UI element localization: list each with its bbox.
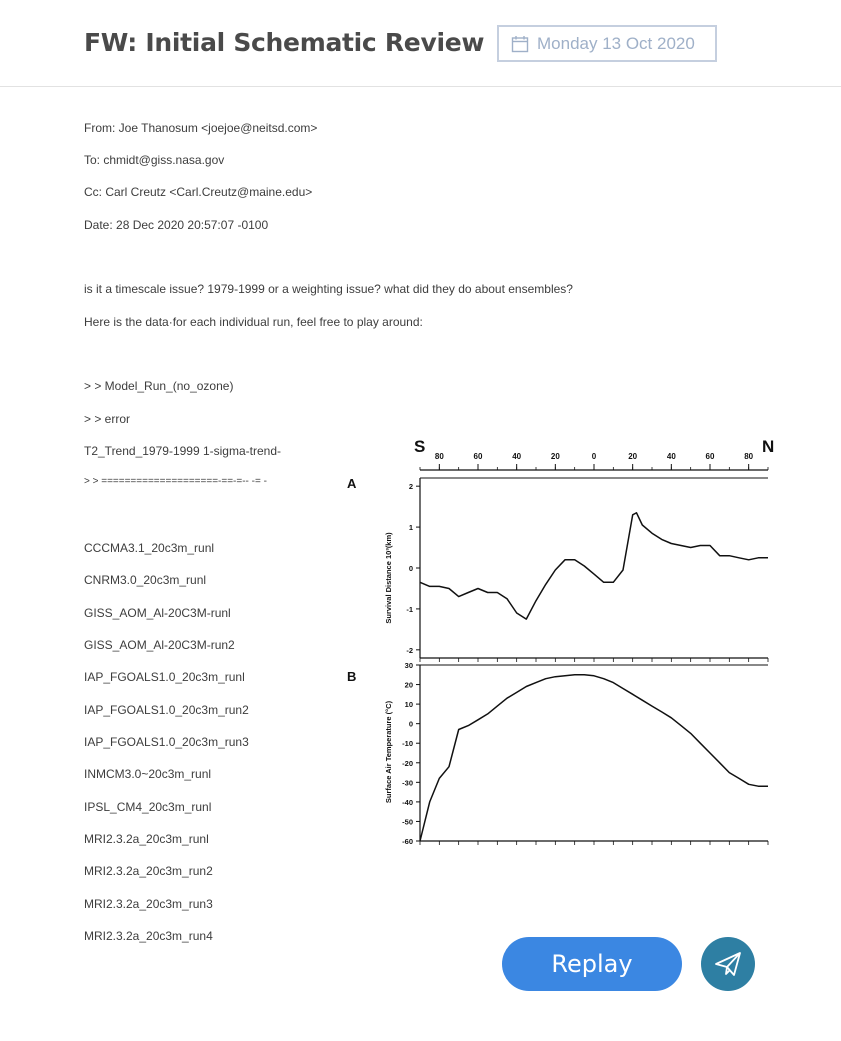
run-item: CNRM3.0_20c3m_runl xyxy=(84,573,207,587)
lat-tick-label: 0 xyxy=(592,452,597,461)
run-item: IAP_FGOALS1.0_20c3m_run3 xyxy=(84,735,249,749)
replay-button[interactable]: Replay xyxy=(502,937,682,991)
lat-tick-label: 40 xyxy=(512,452,521,461)
lat-tick-label: 40 xyxy=(667,452,676,461)
date-field[interactable]: Monday 13 Oct 2020 xyxy=(497,25,717,62)
lat-tick-label: 20 xyxy=(551,452,560,461)
run-item: MRI2.3.2a_20c3m_run2 xyxy=(84,864,213,878)
body-line: is it a timescale issue? 1979-1999 or a … xyxy=(84,282,573,296)
panel-b-y-tick-label: 0 xyxy=(409,720,413,729)
panel-b-y-tick-label: -20 xyxy=(402,759,413,768)
panel-b-label: B xyxy=(347,669,356,684)
panel-b-y-tick-label: 20 xyxy=(405,681,413,690)
body-line: > > error xyxy=(84,412,131,426)
run-item: GISS_AOM_Al-20C3M-run2 xyxy=(84,638,235,652)
email-to: To: chmidt@giss.nasa.gov xyxy=(84,153,225,167)
panel-a-series-line xyxy=(419,512,768,620)
panel-b-y-tick-label: -40 xyxy=(402,798,413,807)
panel-a-y-tick-label: 0 xyxy=(409,564,413,573)
run-item: CCCMA3.1_20c3m_runl xyxy=(84,541,215,555)
body-line: T2_Trend_1979-1999 1-sigma-trend- xyxy=(84,444,281,458)
panel-a-y-tick-label: 1 xyxy=(409,523,413,532)
body-line: > > ====================-==-=-- -= - xyxy=(84,476,267,487)
body-line: Here is the data·for each individual run… xyxy=(84,315,423,329)
panel-a-y-tick-label: -1 xyxy=(406,605,413,614)
panel-b-ylabel: Surface Air Temperature (°C) xyxy=(384,700,393,803)
paper-plane-icon xyxy=(715,952,741,976)
panel-a-ylabel: Survival Distance 10³(km) xyxy=(384,532,393,624)
panel-b-y-tick-label: -60 xyxy=(402,837,413,846)
panel-a-y-tick-label: 2 xyxy=(409,482,413,491)
send-button[interactable] xyxy=(701,937,755,991)
lat-tick-label: 60 xyxy=(474,452,483,461)
calendar-icon xyxy=(511,35,529,52)
lat-tick-label: 80 xyxy=(435,452,444,461)
label-north: N xyxy=(762,437,774,456)
email-date: Date: 28 Dec 2020 20:57:07 -0100 xyxy=(84,218,269,232)
email-cc: Cc: Carl Creutz <Carl.Creutz@maine.edu> xyxy=(84,185,313,199)
email-subject-title: FW: Initial Schematic Review xyxy=(84,28,485,57)
label-south: S xyxy=(414,437,425,456)
run-item: MRI2.3.2a_20c3m_runl xyxy=(84,832,209,846)
run-item: IAP_FGOALS1.0_20c3m_run2 xyxy=(84,703,249,717)
scanned-figure: S N A B Survival Distance 10³(km) Surfac… xyxy=(347,437,774,846)
panel-b-y-tick-label: 30 xyxy=(405,661,413,670)
date-value: Monday 13 Oct 2020 xyxy=(537,33,695,53)
body-line: > > Model_Run_(no_ozone) xyxy=(84,379,234,393)
lat-tick-label: 80 xyxy=(744,452,753,461)
email-header: FW: Initial Schematic Review Monday 13 O… xyxy=(0,0,841,87)
run-item: MRI2.3.2a_20c3m_run3 xyxy=(84,897,213,911)
panel-b-y-tick-label: -50 xyxy=(402,817,413,826)
email-from: From: Joe Thanosum <joejoe@neitsd.com> xyxy=(84,121,318,135)
panel-a-label: A xyxy=(347,476,357,491)
run-item: GISS_AOM_Al-20C3M-runl xyxy=(84,606,231,620)
panel-b-y-tick-label: -30 xyxy=(402,778,413,787)
panel-b-series-line xyxy=(419,674,768,842)
run-item: IPSL_CM4_20c3m_runl xyxy=(84,800,212,814)
run-item: INMCM3.0~20c3m_runl xyxy=(84,767,212,781)
run-item: MRI2.3.2a_20c3m_run4 xyxy=(84,929,213,943)
run-item: IAP_FGOALS1.0_20c3m_runl xyxy=(84,670,245,684)
panel-a-y-tick-label: -2 xyxy=(406,646,413,655)
lat-tick-label: 20 xyxy=(628,452,637,461)
lat-tick-label: 60 xyxy=(706,452,715,461)
panel-b-y-tick-label: -10 xyxy=(402,739,413,748)
panel-b-y-tick-label: 10 xyxy=(405,700,413,709)
